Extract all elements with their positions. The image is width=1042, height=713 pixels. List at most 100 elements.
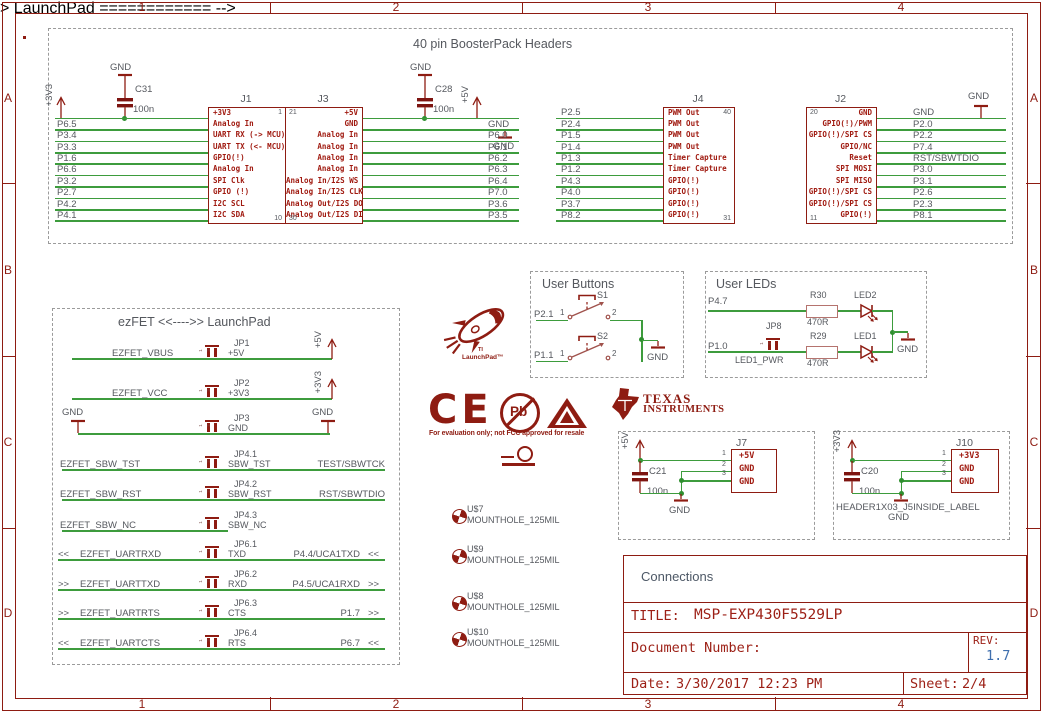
- wire: [78, 433, 330, 435]
- jumper-pad: [205, 419, 212, 432]
- net-row: [55, 108, 208, 120]
- net-label: P6.3: [488, 164, 508, 176]
- title-block-divider: [624, 632, 1026, 634]
- launchpad-rocket-logo: [443, 308, 505, 355]
- wire: [72, 398, 332, 400]
- wire: [362, 197, 519, 200]
- part-value: SBW_TST: [228, 459, 271, 469]
- pin-number: 1: [758, 342, 764, 345]
- net-row: P4.0: [556, 187, 663, 200]
- net-row: P3.2: [55, 176, 208, 188]
- switch-icon: [567, 294, 611, 320]
- pin-number: 1: [722, 450, 726, 457]
- pin-number: 2: [205, 389, 211, 392]
- net-row: P3.5: [362, 210, 519, 222]
- pin-name: UART RX (-> MCU): [213, 130, 286, 140]
- grid-col-label: 2: [392, 697, 400, 711]
- part-ref: C28: [435, 84, 453, 95]
- part-ref: C20: [861, 466, 879, 477]
- jumper-pad: [205, 575, 212, 588]
- power-arrow-icon: [472, 96, 482, 119]
- part-value: 470R: [807, 358, 829, 368]
- frame-tick: [2, 356, 15, 358]
- j4-net-column: P2.5 P2.4 P1.5 P1.4 P1.3 P1.2 P4.3 P4.0 P3.7 P8.2: [556, 107, 663, 222]
- direction-arrow: >>: [58, 579, 70, 590]
- wire: [872, 310, 893, 312]
- wire: [877, 117, 1006, 120]
- ti-logo-text: TEXAS: [643, 391, 692, 406]
- header-j3: 21 30 +5V GND Analog In Analog In Analog In A…: [285, 106, 363, 224]
- part-value: MOUNTHOLE_125MIL: [467, 555, 560, 565]
- gnd-label: GND: [888, 512, 910, 523]
- pin-name: Reset: [849, 153, 872, 163]
- jumper-pad: [773, 337, 780, 350]
- jumper-pad: [212, 545, 219, 558]
- part-ref: JP2: [234, 378, 250, 388]
- wire: [877, 163, 1006, 165]
- pin-name: Timer Capture: [668, 164, 727, 174]
- pin-name: GPIO(!): [668, 198, 700, 208]
- wire: [55, 220, 208, 222]
- wire: [681, 470, 731, 473]
- wire: [708, 351, 861, 353]
- gnd-label: GND: [669, 505, 691, 516]
- part-ref: JP3: [234, 413, 250, 423]
- net-label: EZFET_UARTRTS: [80, 608, 160, 619]
- pin-number: 11: [810, 214, 818, 222]
- part-ref: JP6.1: [234, 539, 258, 549]
- wire: [901, 470, 951, 473]
- wire: [72, 358, 332, 360]
- wire: [362, 129, 519, 131]
- pin-name: +3V3: [213, 107, 232, 117]
- direction-arrow: <<: [58, 549, 70, 560]
- pin-name: GPIO(!): [668, 187, 700, 197]
- net-label: EZFET_SBW_RST: [60, 489, 142, 500]
- net-label: P4.5/UCA1RXD: [292, 579, 360, 590]
- direction-arrow: <<: [368, 549, 380, 560]
- net-row: P7.4: [877, 142, 1006, 154]
- jumper-pad: [212, 634, 219, 647]
- part-ref: JP4.2: [234, 479, 258, 489]
- pin-name: Analog In: [213, 164, 254, 174]
- net-label: P1.6: [57, 152, 77, 164]
- pin-number: 2: [205, 609, 211, 612]
- gnd-label: GND: [312, 407, 334, 418]
- wire: [556, 129, 663, 131]
- net-label: P1.5: [561, 130, 581, 142]
- wire: [55, 208, 208, 211]
- net-row: P3.1: [877, 175, 1006, 188]
- gnd-label: GND: [410, 62, 432, 73]
- junction-dot: [678, 490, 684, 496]
- net-label: EZFET_VCC: [112, 388, 168, 399]
- net-label: GND: [913, 107, 935, 119]
- date-label: Date:: [631, 676, 672, 692]
- part-value: GND: [228, 423, 248, 433]
- power-arrow-icon: [327, 338, 337, 359]
- net-label: P1.2: [561, 164, 581, 176]
- net-label: P3.1: [913, 175, 933, 187]
- wire: [62, 499, 385, 501]
- part-ref: R29: [810, 331, 827, 341]
- rev-label: REV:: [973, 634, 1000, 647]
- net-row: P2.5: [556, 107, 663, 120]
- wire: [877, 174, 1006, 177]
- gnd-symbol: [418, 73, 432, 87]
- jumper-pad: [212, 384, 219, 397]
- grid-col-label: 2: [392, 0, 400, 14]
- wire: [893, 331, 908, 333]
- wire: [556, 117, 663, 120]
- part-ref: S1: [597, 290, 609, 300]
- pin-name: Analog In: [317, 130, 358, 140]
- pb-free-icon: Pb: [500, 393, 540, 433]
- grid-row-label: C: [1029, 435, 1039, 449]
- ce-mark: CE: [428, 387, 493, 433]
- header-j2: 20 11 GND GPIO(!)/PWM GPIO(!)/SPI CS GPIO/N…: [806, 106, 877, 224]
- net-row: P6.4: [362, 176, 519, 188]
- power-rail-label: +5V: [460, 86, 471, 104]
- frame-tick: [2, 528, 15, 530]
- jumper-pad: [205, 604, 212, 617]
- net-label: P1.4: [561, 141, 581, 153]
- junction-dot: [898, 478, 904, 483]
- jumper-jp4-1: [203, 454, 221, 470]
- evaluation-note: For evaluation only; not FCC approved fo…: [429, 430, 585, 437]
